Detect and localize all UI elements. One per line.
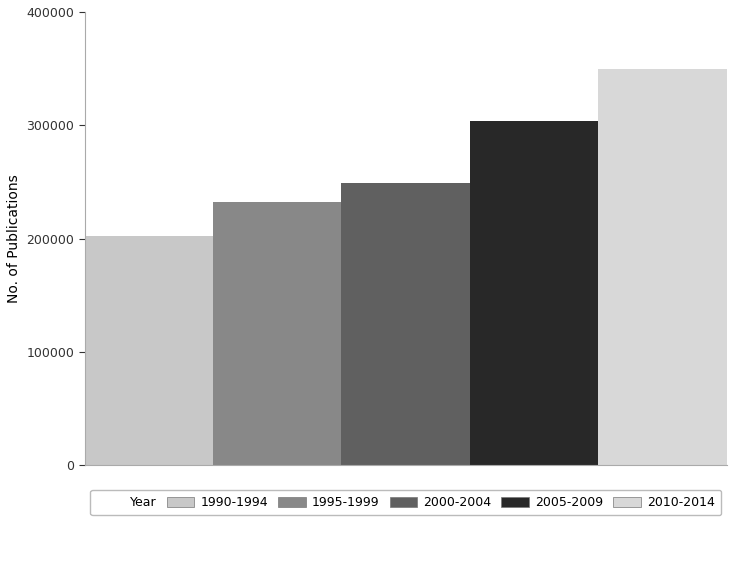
Bar xyxy=(598,69,727,466)
Bar xyxy=(213,202,342,466)
Bar xyxy=(85,236,213,466)
Y-axis label: No. of Publications: No. of Publications xyxy=(7,174,21,303)
Bar xyxy=(469,121,598,466)
Legend: Year, 1990-1994, 1995-1999, 2000-2004, 2005-2009, 2010-2014: Year, 1990-1994, 1995-1999, 2000-2004, 2… xyxy=(90,490,721,515)
Bar xyxy=(342,183,469,466)
